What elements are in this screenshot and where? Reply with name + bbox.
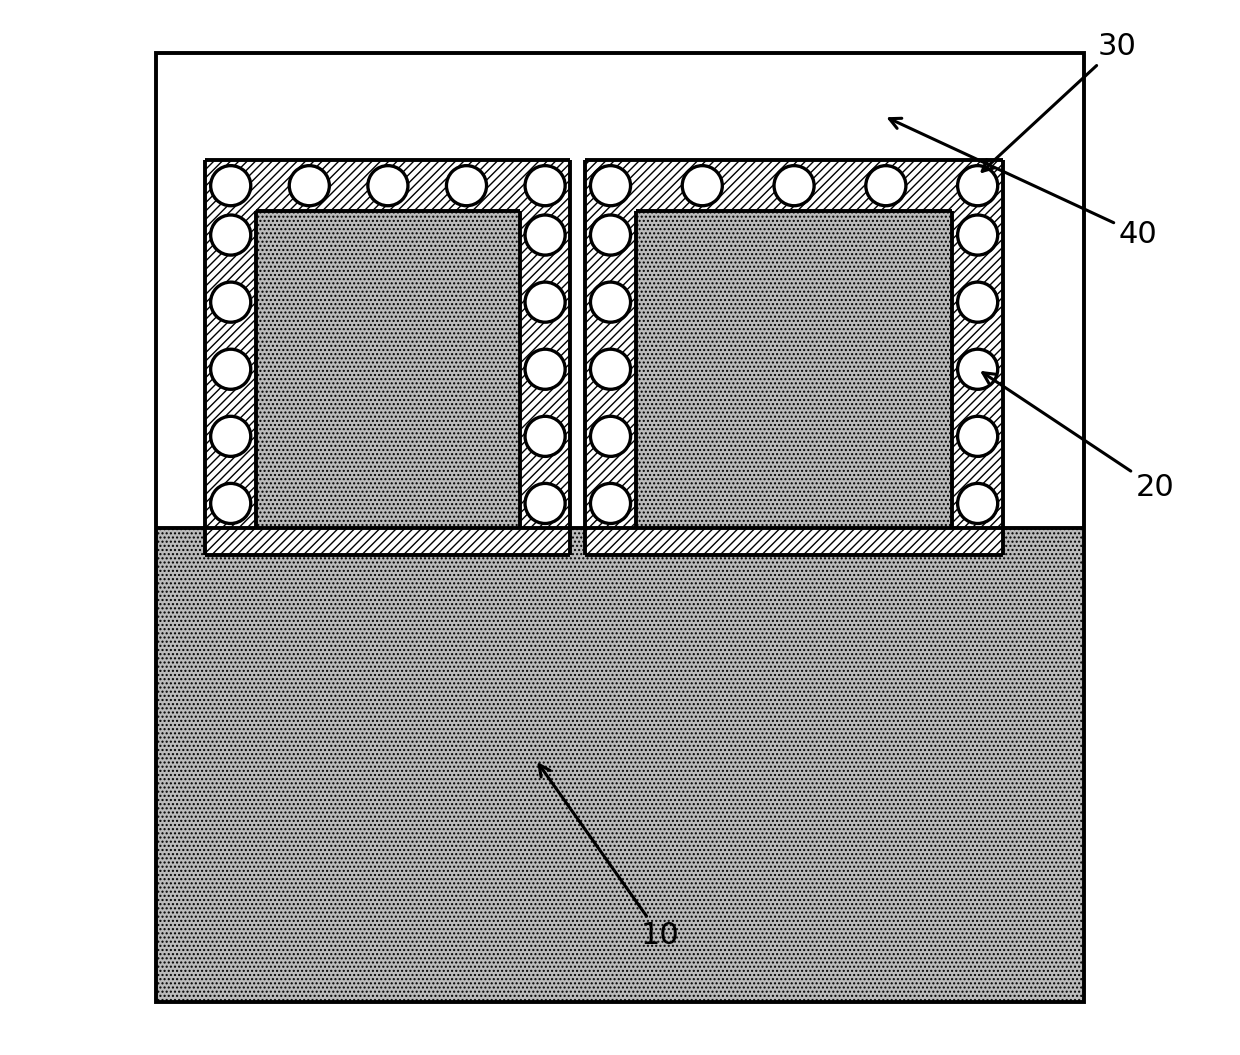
Circle shape (368, 166, 408, 206)
Text: 20: 20 (983, 372, 1174, 502)
Circle shape (957, 215, 998, 255)
Circle shape (211, 417, 250, 457)
Bar (570, 160, 585, 528)
Text: 10: 10 (539, 765, 680, 951)
Bar (206, 528, 570, 555)
Circle shape (774, 166, 815, 206)
Text: 30: 30 (982, 32, 1137, 171)
Circle shape (525, 417, 565, 457)
Circle shape (446, 166, 486, 206)
Bar (636, 211, 952, 528)
Circle shape (525, 349, 565, 389)
Bar (156, 53, 1084, 1002)
Circle shape (957, 417, 998, 457)
Bar (952, 211, 1003, 528)
Circle shape (211, 282, 250, 322)
Circle shape (957, 483, 998, 523)
Circle shape (289, 166, 330, 206)
Circle shape (682, 166, 723, 206)
Circle shape (525, 483, 565, 523)
Circle shape (590, 215, 631, 255)
Circle shape (957, 166, 998, 206)
Circle shape (957, 349, 998, 389)
Circle shape (211, 349, 250, 389)
Bar (156, 53, 1084, 160)
Bar (206, 211, 255, 528)
Circle shape (525, 282, 565, 322)
Circle shape (211, 166, 250, 206)
Circle shape (590, 417, 631, 457)
Circle shape (525, 166, 565, 206)
Bar (585, 160, 1003, 211)
Circle shape (590, 349, 631, 389)
Circle shape (866, 166, 906, 206)
Bar (585, 211, 636, 528)
Bar (255, 211, 520, 528)
Bar (585, 528, 1003, 555)
Circle shape (590, 483, 631, 523)
Bar (206, 160, 570, 211)
Bar (1003, 53, 1084, 528)
Circle shape (525, 215, 565, 255)
Bar (156, 53, 206, 528)
Bar (520, 211, 570, 528)
Bar (156, 53, 1084, 1002)
Circle shape (590, 282, 631, 322)
Circle shape (211, 483, 250, 523)
Circle shape (590, 166, 631, 206)
Bar (156, 528, 1084, 1002)
Circle shape (957, 282, 998, 322)
Text: 40: 40 (889, 118, 1158, 249)
Circle shape (211, 215, 250, 255)
